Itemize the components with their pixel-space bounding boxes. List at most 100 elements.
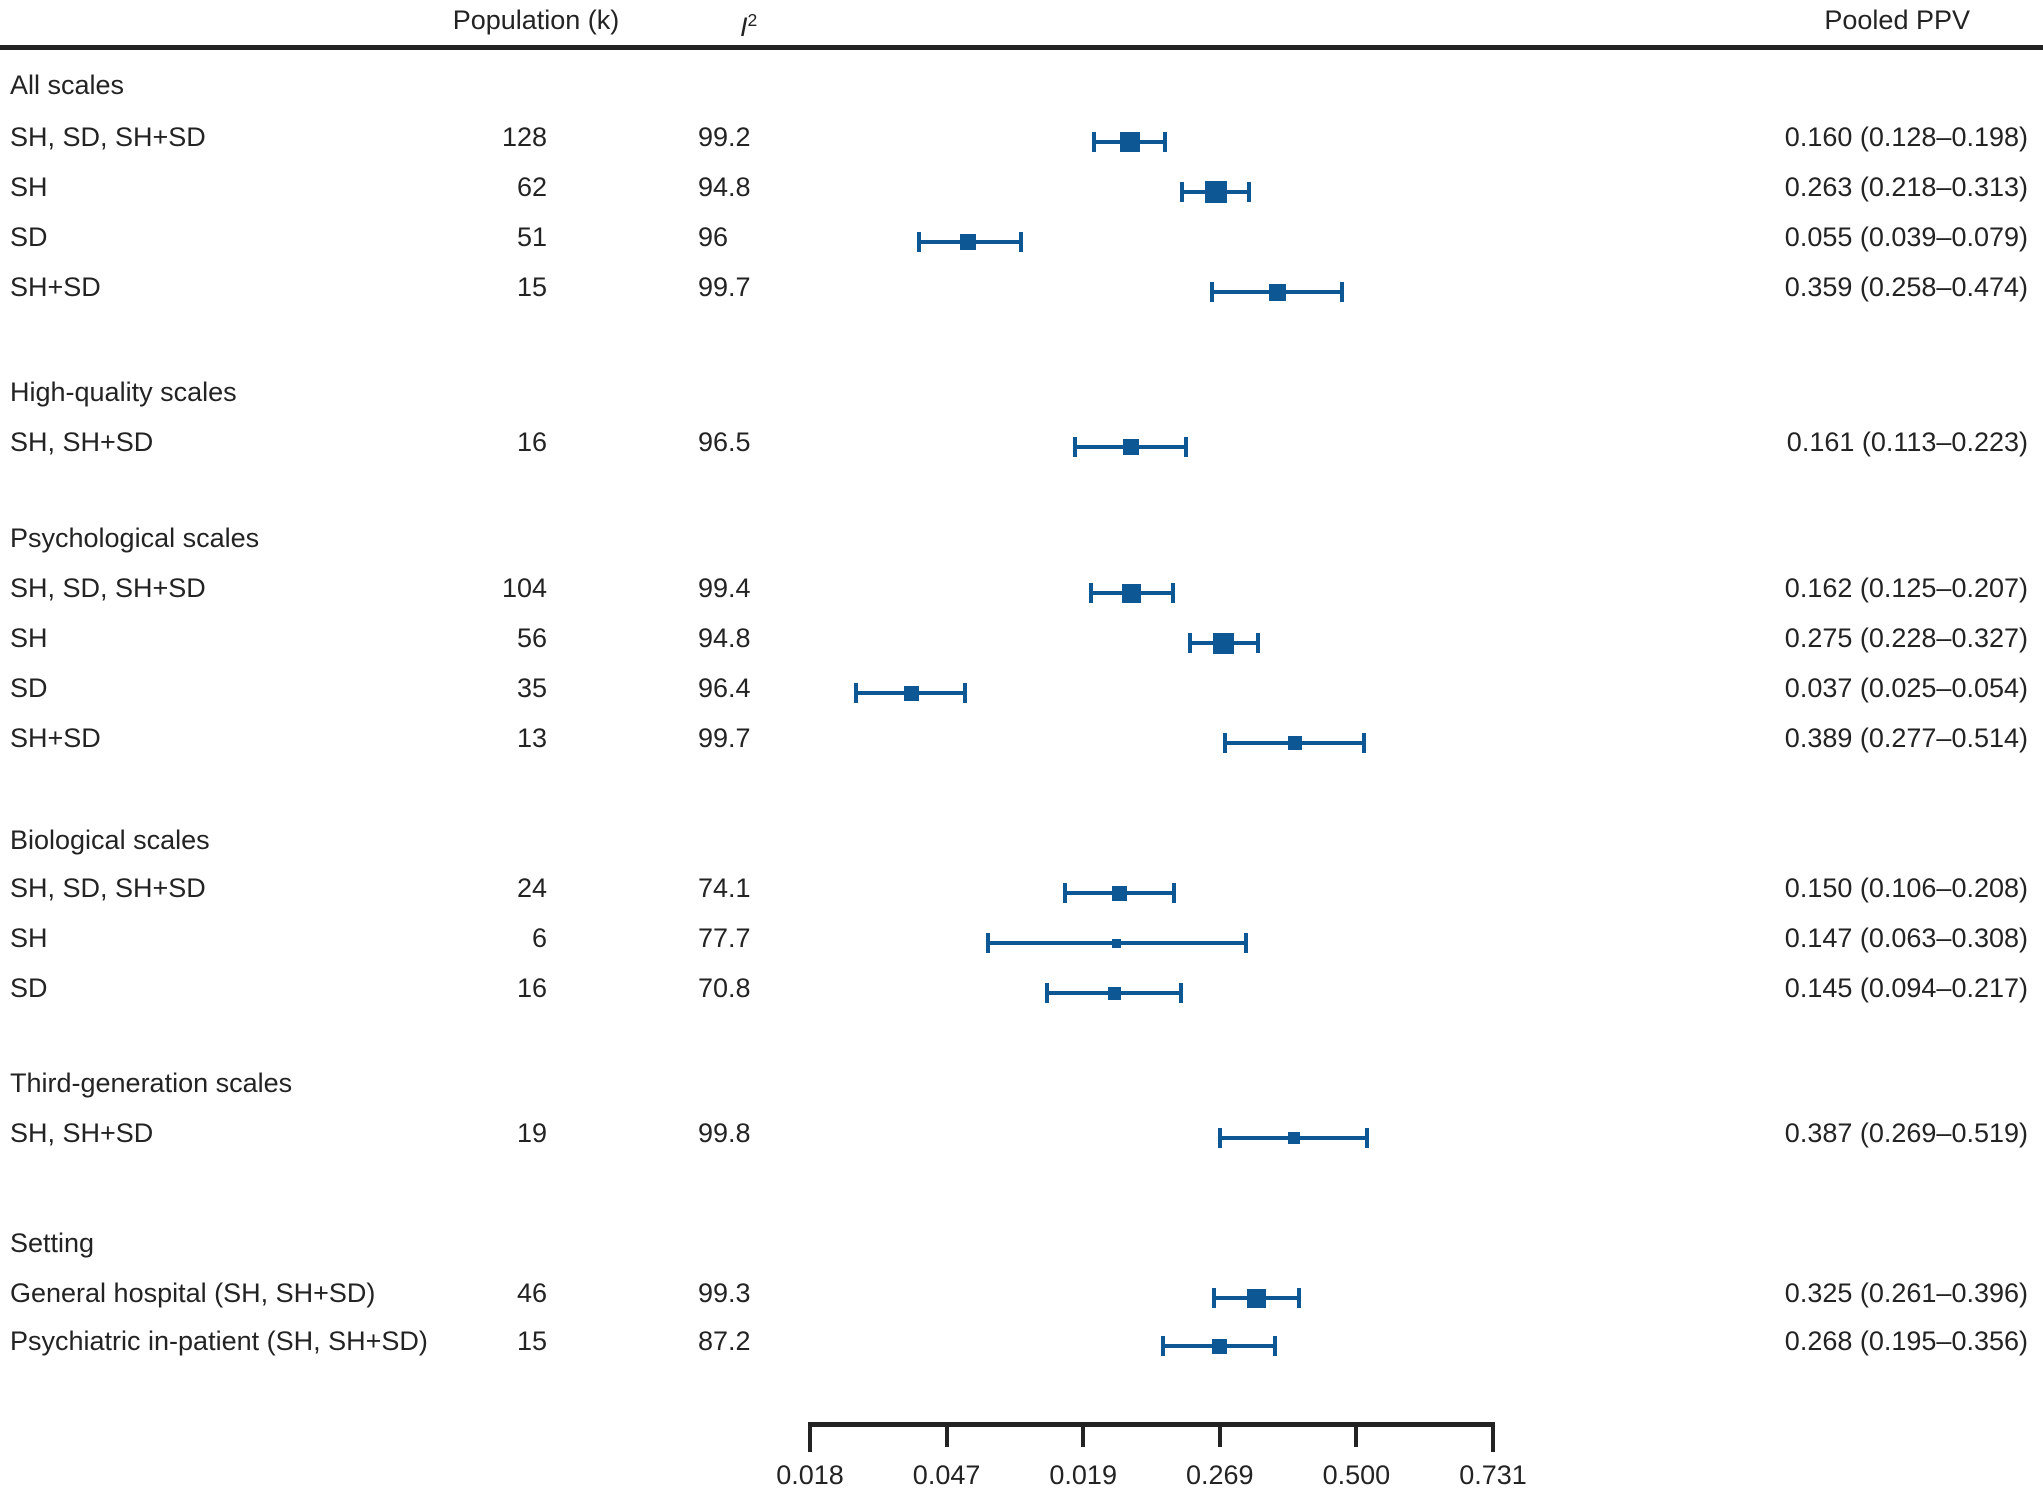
ppv-value: 0.161 (0.113–0.223) xyxy=(1786,427,2028,457)
section-header: Psychological scales xyxy=(10,523,260,553)
population-value: 19 xyxy=(516,1118,547,1148)
ppv-value: 0.160 (0.128–0.198) xyxy=(1784,122,2028,152)
population-value: 35 xyxy=(516,673,547,703)
ppv-value: 0.275 (0.228–0.327) xyxy=(1784,623,2028,653)
axis-tick-label: 0.018 xyxy=(776,1460,844,1490)
point-estimate-marker xyxy=(959,234,976,250)
row-label: SH+SD xyxy=(10,723,101,753)
ci-cap-left xyxy=(1210,282,1215,302)
ci-cap-left xyxy=(1063,883,1068,903)
point-estimate-marker xyxy=(1119,132,1140,152)
population-value: 16 xyxy=(516,973,547,1003)
i2-value: 96 xyxy=(698,222,729,252)
i2-value: 99.7 xyxy=(698,723,751,753)
ci-cap-right xyxy=(1183,437,1188,457)
population-value: 24 xyxy=(516,873,547,903)
point-estimate-marker xyxy=(1122,439,1139,455)
population-value: 128 xyxy=(501,122,547,152)
i2-value: 99.2 xyxy=(698,122,751,152)
row-label: SH, SD, SH+SD xyxy=(10,573,206,603)
ci-cap-left xyxy=(1072,437,1077,457)
ci-cap-left xyxy=(1160,1336,1165,1356)
point-estimate-marker xyxy=(1211,1338,1227,1354)
ppv-value: 0.325 (0.261–0.396) xyxy=(1784,1278,2028,1308)
ci-cap-left xyxy=(1088,583,1093,603)
column-header-i2: I2 xyxy=(740,0,800,42)
row-label: SD xyxy=(10,222,48,252)
i2-value: 94.8 xyxy=(698,172,751,202)
population-value: 62 xyxy=(516,172,547,202)
point-estimate-marker xyxy=(903,685,919,701)
section-header: All scales xyxy=(10,70,125,100)
ppv-value: 0.055 (0.039–0.079) xyxy=(1784,222,2028,252)
i2-value: 99.3 xyxy=(698,1278,751,1308)
row-label: SH xyxy=(10,623,48,653)
point-estimate-marker xyxy=(1287,1132,1300,1144)
population-value: 46 xyxy=(516,1278,547,1308)
axis-tick-label: 0.047 xyxy=(912,1460,981,1490)
ci-cap-right xyxy=(1255,633,1260,653)
section-header: Third-generation scales xyxy=(10,1068,293,1098)
row-label: SH xyxy=(10,923,48,953)
ci-cap-left xyxy=(853,683,858,703)
ppv-value: 0.387 (0.269–0.519) xyxy=(1784,1118,2028,1148)
point-estimate-marker xyxy=(1111,885,1127,901)
population-value: 13 xyxy=(516,723,547,753)
point-estimate-marker xyxy=(1122,583,1142,603)
population-value: 56 xyxy=(516,623,547,653)
i2-base: I xyxy=(740,12,748,42)
axis-tick xyxy=(1491,1422,1495,1452)
row-label: SH, SH+SD xyxy=(10,427,154,457)
section-header: Setting xyxy=(10,1228,95,1258)
ci-cap-right xyxy=(1273,1336,1278,1356)
ci-cap-left xyxy=(1217,1128,1222,1148)
ppv-value: 0.268 (0.195–0.356) xyxy=(1784,1326,2028,1356)
x-axis-line xyxy=(810,1422,1493,1427)
ppv-value: 0.037 (0.025–0.054) xyxy=(1784,673,2028,703)
row-label: Psychiatric in-patient (SH, SH+SD) xyxy=(10,1326,428,1356)
ppv-value: 0.263 (0.218–0.313) xyxy=(1784,172,2028,202)
axis-tick xyxy=(944,1422,949,1447)
point-estimate-marker xyxy=(1213,632,1235,654)
point-estimate-marker xyxy=(1111,938,1121,948)
ci-cap-left xyxy=(1212,1288,1217,1308)
row-label: SD xyxy=(10,973,48,1003)
axis-tick xyxy=(1081,1422,1086,1447)
i2-value: 96.5 xyxy=(698,427,751,457)
column-header-pooled-ppv: Pooled PPV xyxy=(1824,5,1970,35)
i2-value: 94.8 xyxy=(698,623,751,653)
ci-cap-right xyxy=(963,683,968,703)
i2-value: 70.8 xyxy=(698,973,751,1003)
ci-cap-right xyxy=(1171,883,1176,903)
row-label: SD xyxy=(10,673,48,703)
ci-cap-left xyxy=(985,933,990,953)
section-header: High-quality scales xyxy=(10,377,237,407)
ci-cap-right xyxy=(1362,733,1367,753)
i2-value: 99.4 xyxy=(698,573,751,603)
i2-value: 99.7 xyxy=(698,272,751,302)
i2-superscript: 2 xyxy=(747,10,758,30)
ci-cap-right xyxy=(1364,1128,1369,1148)
point-estimate-marker xyxy=(1268,283,1286,301)
row-label: SH xyxy=(10,172,48,202)
point-estimate-marker xyxy=(1204,181,1227,203)
ppv-value: 0.162 (0.125–0.207) xyxy=(1784,573,2028,603)
axis-tick-label: 0.019 xyxy=(1049,1460,1117,1490)
population-value: 104 xyxy=(501,573,547,603)
row-label: SH, SH+SD xyxy=(10,1118,154,1148)
ppv-value: 0.147 (0.063–0.308) xyxy=(1784,923,2028,953)
population-value: 6 xyxy=(531,923,547,953)
ci-cap-right xyxy=(1340,282,1345,302)
ci-cap-right xyxy=(1018,232,1023,252)
row-label: SH, SD, SH+SD xyxy=(10,873,206,903)
row-label: General hospital (SH, SH+SD) xyxy=(10,1278,376,1308)
ci-cap-right xyxy=(1179,983,1184,1003)
population-value: 51 xyxy=(516,222,547,252)
ci-cap-right xyxy=(1163,132,1168,152)
ci-cap-right xyxy=(1170,583,1175,603)
i2-value: 74.1 xyxy=(698,873,751,903)
section-header: Biological scales xyxy=(10,825,210,855)
header-divider-rule xyxy=(0,45,2043,50)
column-header-population: Population (k) xyxy=(452,5,620,35)
